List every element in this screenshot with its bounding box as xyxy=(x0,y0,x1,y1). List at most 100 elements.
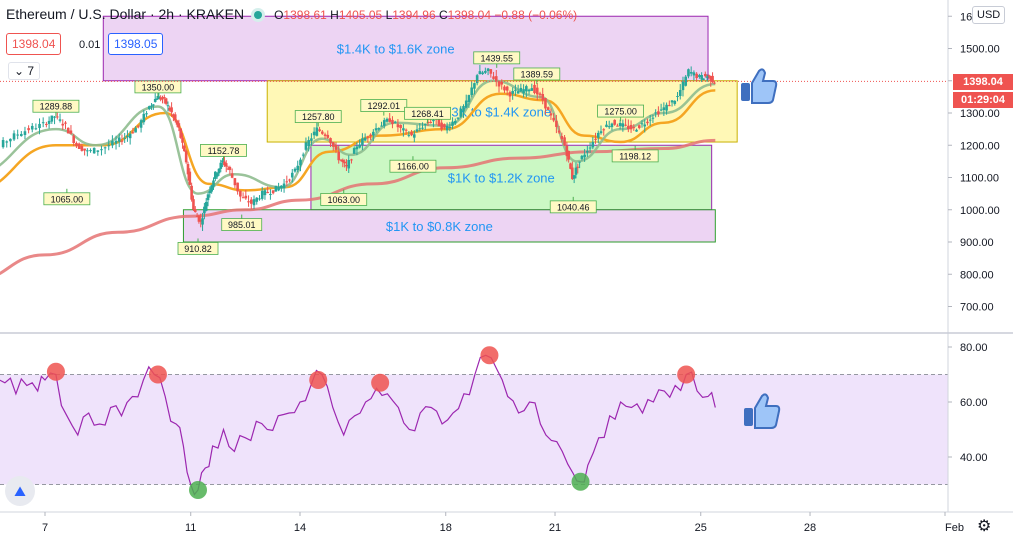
candle-body xyxy=(315,127,319,136)
candle-body xyxy=(393,121,397,123)
candle-body xyxy=(53,116,56,118)
candle-body xyxy=(527,89,531,92)
candle-body xyxy=(258,198,261,200)
candle-body xyxy=(423,124,427,126)
candle-body xyxy=(541,94,545,101)
candle-body xyxy=(150,105,153,107)
price-zones: $1.4K to $1.6K zone $1.3K to $1.4K zone $1… xyxy=(102,15,738,243)
candle-body xyxy=(505,86,509,91)
candle-body xyxy=(288,179,291,181)
candle-body xyxy=(610,123,614,128)
candle-body xyxy=(152,104,155,106)
candle-body xyxy=(399,124,402,129)
candle-body xyxy=(290,172,294,178)
currency-button[interactable]: USD xyxy=(972,6,1006,24)
thumbs-up-icon xyxy=(741,68,778,104)
candle-body xyxy=(355,146,359,150)
candle-body xyxy=(514,89,517,91)
candle-body xyxy=(391,119,394,125)
overbought-marker xyxy=(46,362,65,381)
candle-body xyxy=(192,199,195,210)
candle-body xyxy=(274,185,278,192)
callout-box xyxy=(597,104,644,118)
candle-body xyxy=(492,76,495,79)
candle-body xyxy=(451,121,454,126)
callout-box xyxy=(320,193,368,206)
candle-body xyxy=(186,163,190,175)
candle-body xyxy=(456,117,460,119)
candle-body xyxy=(613,119,616,125)
candle-body xyxy=(497,81,501,87)
time-tick-label: 11 xyxy=(185,522,196,534)
thumb-cuff xyxy=(741,83,750,101)
candle-body xyxy=(153,98,157,102)
candle-body xyxy=(164,98,168,104)
callout-label: 1289.88 xyxy=(40,102,73,112)
candle-body xyxy=(236,182,239,192)
candle-body xyxy=(494,76,498,81)
candle-body xyxy=(219,162,223,169)
candle-body xyxy=(61,123,65,126)
rsi-line xyxy=(0,354,716,496)
candle-body xyxy=(221,160,224,163)
candle-body xyxy=(377,128,381,130)
candle-body xyxy=(415,129,419,132)
sell-price-button[interactable]: 1398.04 xyxy=(6,33,62,55)
callout-label: 1268.41 xyxy=(411,109,444,119)
candle-body xyxy=(204,201,208,211)
gear-icon[interactable]: ⚙ xyxy=(977,518,992,535)
candle-body xyxy=(277,186,280,191)
candle-body xyxy=(45,123,48,126)
candle-body xyxy=(111,140,114,146)
candle-body xyxy=(646,121,649,124)
candle-body xyxy=(326,134,330,138)
price-tick-label: 1100.00 xyxy=(960,173,999,185)
price-tick-label: 1000.00 xyxy=(960,205,1000,217)
candle-body xyxy=(695,73,698,79)
candle-body xyxy=(197,215,201,222)
candle-body xyxy=(519,87,523,92)
candle-body xyxy=(565,145,569,157)
change-readout: −0.88 (−0.06%) xyxy=(494,8,578,22)
candle-body xyxy=(546,107,550,110)
ohlc-readout: O1398.61 H1405.05 L1394.96 C1398.04 −0.8… xyxy=(274,8,578,22)
candle-body xyxy=(651,117,655,119)
candle-body xyxy=(215,173,219,177)
symbol-title[interactable]: Ethereum / U.S. Dollar · 2h · KRAKEN xyxy=(6,6,245,22)
candle-body xyxy=(341,159,345,163)
candle-body xyxy=(596,132,600,138)
candle-body xyxy=(334,144,338,150)
buy-price-button[interactable]: 1398.05 xyxy=(108,33,164,55)
candle-body xyxy=(576,166,580,168)
candle-body xyxy=(555,120,558,127)
callout-label: 1040.46 xyxy=(557,202,590,212)
candle-body xyxy=(583,154,586,158)
time-tick-label: 7 xyxy=(42,522,48,534)
candle-body xyxy=(20,133,23,137)
candle-body xyxy=(12,133,16,140)
price-callouts: 1289.88 1065.00 1350.00 910.82 1152.78 985.01… xyxy=(32,51,659,255)
rsi-tick-label: 80.00 xyxy=(960,342,988,354)
candle-body xyxy=(269,194,272,196)
candle-body xyxy=(511,90,514,94)
candle-body xyxy=(331,142,335,147)
rsi-tick-label: 60.00 xyxy=(960,397,988,409)
candle-body xyxy=(421,127,424,129)
callout-box xyxy=(404,106,451,120)
candle-body xyxy=(591,141,595,148)
candle-body xyxy=(337,151,341,161)
callout-box xyxy=(360,99,408,112)
candle-body xyxy=(508,92,512,97)
candle-body xyxy=(339,159,343,161)
oversold-marker xyxy=(189,481,208,499)
callout-box xyxy=(32,99,80,113)
candle-body xyxy=(388,118,392,122)
candle-body xyxy=(662,107,666,111)
candle-body xyxy=(602,129,606,131)
tradingview-logo-icon[interactable]: ⛰ xyxy=(5,476,35,506)
candle-body xyxy=(224,163,228,167)
indicators-toggle[interactable]: ⌄ 7 xyxy=(8,62,41,80)
candle-body xyxy=(123,137,126,139)
candle-body xyxy=(188,171,192,185)
candle-body xyxy=(681,81,685,91)
